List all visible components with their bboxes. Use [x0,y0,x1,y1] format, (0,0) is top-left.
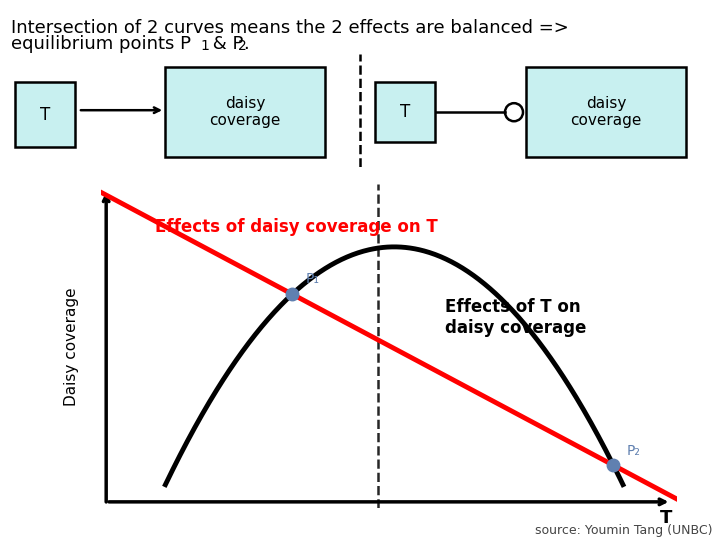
Text: Intersection of 2 curves means the 2 effects are balanced =>: Intersection of 2 curves means the 2 eff… [11,19,569,37]
Bar [165,67,325,157]
Text: .: . [243,35,249,53]
Bar [526,67,686,157]
Text: P₂: P₂ [627,444,641,458]
Text: T: T [40,106,50,124]
Text: daisy
coverage: daisy coverage [570,96,642,129]
Text: Daisy coverage: Daisy coverage [63,288,78,406]
Text: Effects of T on
daisy coverage: Effects of T on daisy coverage [446,298,587,337]
Text: Effects of daisy coverage on T: Effects of daisy coverage on T [155,218,437,236]
Text: equilibrium points P: equilibrium points P [11,35,191,53]
Text: source: Youmin Tang (UNBC): source: Youmin Tang (UNBC) [535,524,713,537]
Bar [15,82,75,147]
Text: P₁: P₁ [306,272,320,286]
Bar [375,82,435,143]
Text: T: T [660,509,672,527]
Text: T: T [400,103,410,121]
Text: daisy
coverage: daisy coverage [210,96,281,129]
Text: 2: 2 [238,39,246,53]
Text: 1: 1 [200,39,209,53]
Text: & P: & P [207,35,243,53]
